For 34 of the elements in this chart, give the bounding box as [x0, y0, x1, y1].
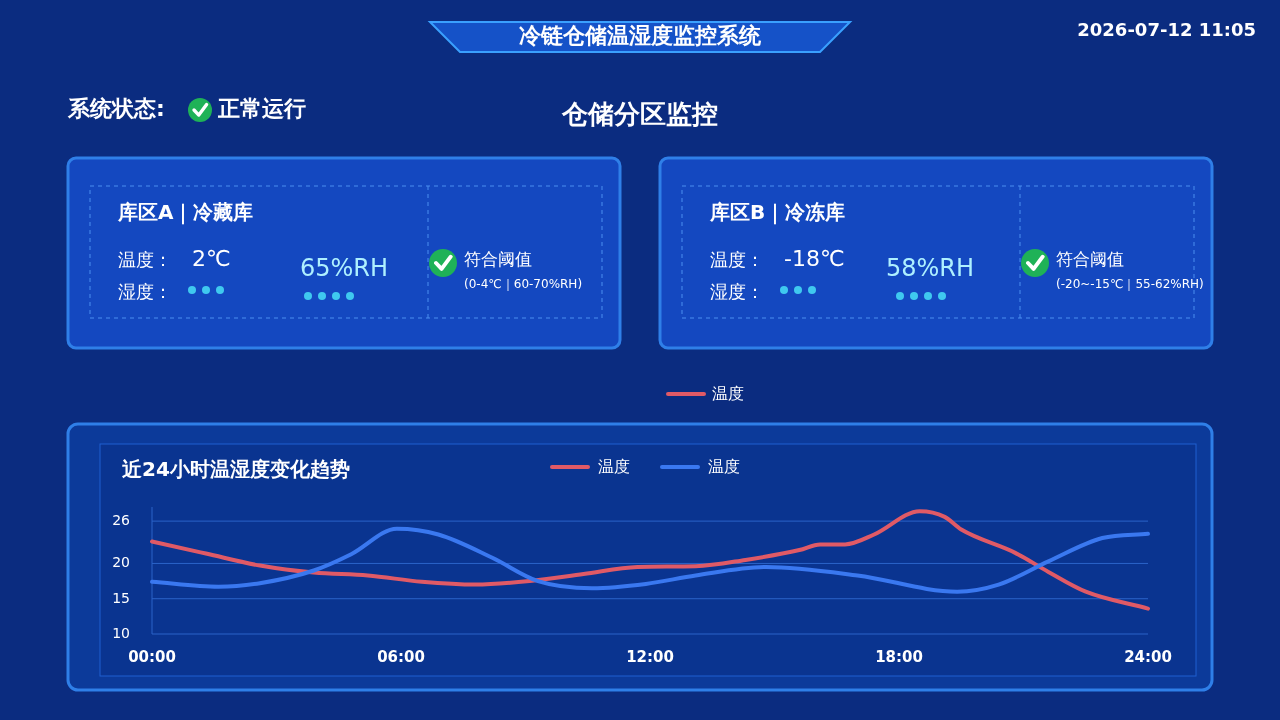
x-tick-label: 06:00 — [377, 647, 425, 666]
text: 库区A｜冷藏库 — [117, 199, 254, 225]
text: 冷链仓储温湿度监控系统 — [519, 23, 762, 48]
legend-label: 温度 — [708, 456, 740, 476]
text: 湿度： — [710, 281, 764, 302]
y-tick-label: 20 — [112, 554, 130, 571]
text: -18℃ — [784, 246, 845, 271]
text: 58%RH — [886, 254, 975, 282]
text: 符合阈值 — [464, 249, 532, 269]
text: 库区B｜冷冻库 — [709, 199, 846, 225]
x-tick-label: 00:00 — [128, 647, 176, 666]
text: (0-4℃｜60-70%RH) — [464, 276, 583, 291]
y-tick-label: 10 — [112, 625, 130, 641]
legend-label: 温度 — [598, 456, 630, 476]
text: 2℃ — [192, 246, 231, 271]
text: 65%RH — [300, 254, 389, 282]
line-series — [150, 509, 1150, 611]
x-tick-label: 12:00 — [626, 647, 674, 666]
text: 温度： — [118, 249, 172, 270]
text: 正常运行 — [217, 96, 306, 121]
chart-title: 近24小时温湿度变化趋势 — [121, 456, 350, 481]
y-tick-label: 26 — [112, 512, 131, 529]
text: 温度 — [712, 383, 744, 403]
text: 湿度： — [118, 281, 172, 302]
text: 温度： — [710, 249, 764, 270]
text: 2026-07-12 11:05 — [1077, 19, 1256, 40]
text: 系统状态: — [67, 96, 165, 121]
line-series — [150, 526, 1150, 594]
y-tick-label: 15 — [112, 589, 130, 606]
text: 符合阈值 — [1056, 249, 1124, 269]
text: (-20~-15℃｜55-62%RH) — [1056, 276, 1204, 291]
x-tick-label: 24:00 — [1124, 647, 1172, 666]
x-tick-label: 18:00 — [875, 647, 923, 666]
text: 仓储分区监控 — [561, 98, 718, 129]
